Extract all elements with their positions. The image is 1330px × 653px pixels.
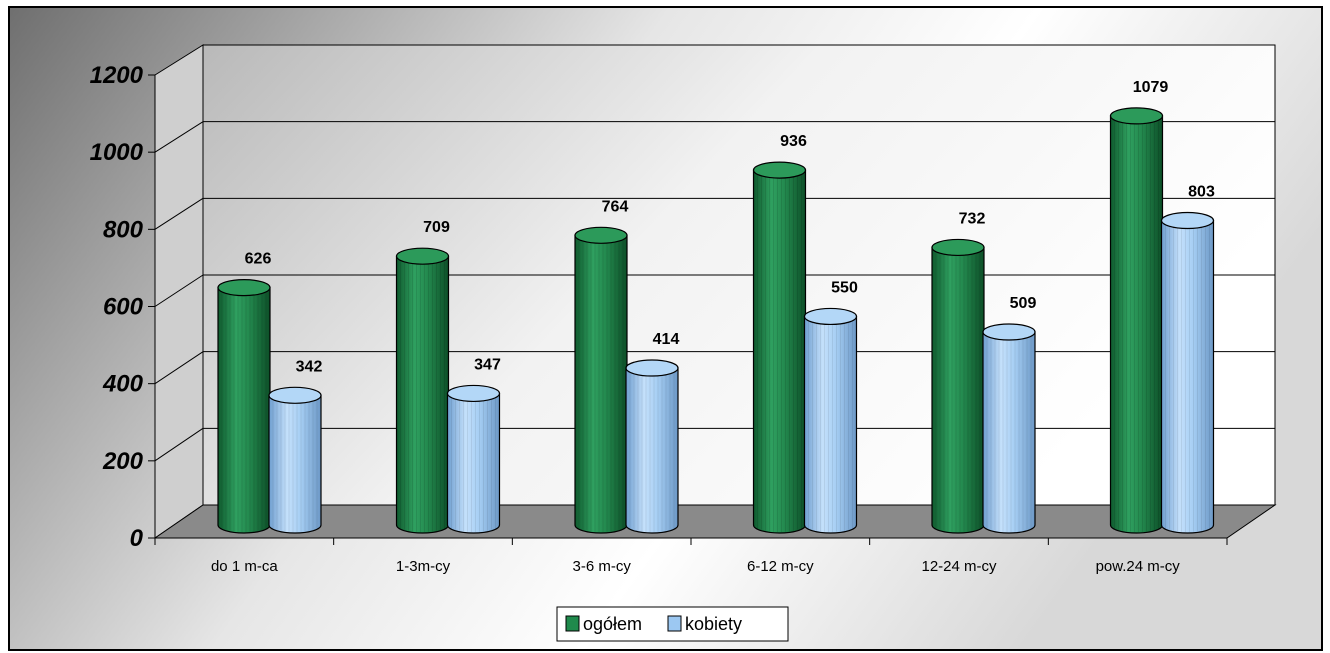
bar-kobiety-1	[446, 384, 501, 534]
data-label: 347	[474, 356, 501, 373]
data-label: 709	[423, 219, 450, 236]
bar-ogolem-1	[395, 247, 450, 534]
x-tick-label: 6-12 m-cy	[747, 558, 814, 575]
gridline-side-1000	[154, 121, 204, 153]
bar-ogolem-5	[1109, 107, 1164, 534]
y-tick-label: 1000	[90, 139, 144, 166]
x-tick-label: 1-3m-cy	[396, 558, 451, 575]
data-label: 764	[602, 198, 629, 215]
data-label: 342	[296, 358, 323, 375]
y-tick-label: 1200	[90, 62, 144, 89]
x-tick-label: pow.24 m-cy	[1096, 558, 1181, 575]
gridline-side-800	[154, 197, 204, 230]
legend: ogółem kobiety	[556, 606, 789, 642]
bar-ogolem-4	[931, 238, 985, 534]
data-label: 732	[959, 210, 986, 227]
bar-ogolem-3	[752, 161, 807, 534]
data-label: 936	[780, 133, 807, 150]
data-label: 626	[245, 251, 272, 268]
data-label: 509	[1010, 295, 1037, 312]
x-tick-label: do 1 m-ca	[211, 558, 278, 575]
data-label: 803	[1188, 184, 1215, 201]
bar-kobiety-4	[982, 323, 1036, 534]
bar-kobiety-5	[1160, 211, 1215, 534]
x-axis: do 1 m-ca 1-3m-cy 3-6 m-cy 6-12 m-cy 12-24 m…	[154, 537, 1228, 575]
bar-kobiety-0	[268, 386, 322, 534]
gridline-side-400	[154, 351, 204, 385]
x-tick-label: 12-24 m-cy	[921, 558, 997, 575]
plot-side-wall	[154, 44, 204, 539]
bars	[217, 107, 1215, 534]
data-labels: 626 342 709 347 764 414 936 550 732 509 1079 803	[245, 79, 1215, 375]
bar-kobiety-2	[625, 359, 679, 534]
gridlines	[154, 121, 1275, 462]
bar-kobiety-3	[803, 307, 858, 534]
bar-ogolem-0	[217, 279, 271, 534]
gridline-side-600	[154, 274, 204, 307]
gridline-side-200	[154, 427, 204, 462]
y-axis: 0 200 400 600 800 1000 1200	[90, 62, 156, 552]
y-tick-label: 0	[130, 525, 144, 552]
legend-label-ogolem: ogółem	[583, 614, 642, 634]
y-tick-label: 200	[102, 448, 144, 475]
y-tick-label: 600	[103, 294, 144, 321]
data-label: 550	[831, 279, 858, 296]
legend-label-kobiety: kobiety	[685, 614, 742, 634]
legend-swatch-kobiety	[667, 615, 682, 632]
bar-ogolem-2	[574, 226, 628, 534]
data-label: 1079	[1133, 79, 1169, 96]
plot-floor	[153, 504, 1277, 539]
legend-swatch-ogolem	[565, 615, 580, 632]
data-label: 414	[653, 331, 680, 348]
y-tick-label: 400	[102, 371, 144, 398]
y-tick-label: 800	[103, 216, 144, 243]
x-tick-label: 3-6 m-cy	[572, 558, 631, 575]
